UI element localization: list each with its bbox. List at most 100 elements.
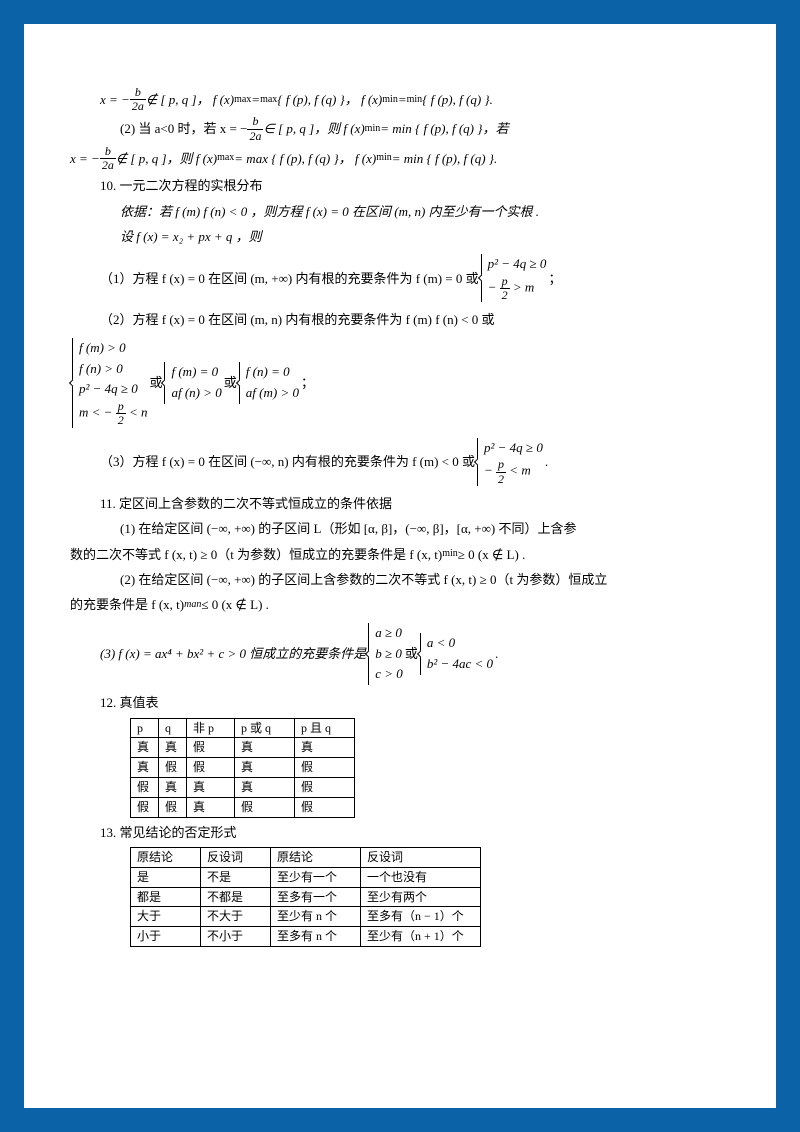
table-cell: 至多有 n 个 — [271, 927, 361, 947]
brace-line: f (m) > 0 — [79, 338, 147, 359]
table-cell: 真 — [159, 738, 187, 758]
brace-line: af (m) > 0 — [246, 383, 299, 404]
text: { f (p), f (q) }. — [422, 88, 493, 111]
table-cell: 非 p — [187, 718, 235, 738]
fraction: b 2a — [247, 115, 263, 142]
section-11-c3: (3) f (x) = ax⁴ + bx² + c > 0 恒成立的充要条件是 … — [70, 619, 730, 689]
numerator: b — [130, 86, 146, 100]
math-line-3: x = − b 2a ∉ [ p, q ]，则 f (x)max = max {… — [70, 145, 730, 172]
sub: max — [234, 91, 251, 109]
table-cell: 都是 — [131, 887, 201, 907]
brace-block: f (n) = 0 af (m) > 0 — [239, 362, 299, 404]
table-cell: p 或 q — [235, 718, 295, 738]
table-cell: 小于 — [131, 927, 201, 947]
numerator: p — [116, 400, 126, 414]
table-cell: 假 — [187, 758, 235, 778]
table-row: 是不是至少有一个一个也没有 — [131, 867, 481, 887]
numerator: p — [500, 275, 510, 289]
sub: min — [376, 149, 392, 167]
brace-line: f (n) > 0 — [79, 359, 147, 380]
sub: min — [365, 120, 381, 138]
text: { f (p), f (q) }， f (x) — [277, 88, 382, 111]
or-text: 或 — [405, 642, 418, 665]
text: 依据：若 f (m) f (n) < 0 ，则方程 f (x) = 0 在区间 … — [120, 204, 539, 219]
fraction: p 2 — [116, 400, 126, 427]
text: ∉ [ p, q ]， f (x) — [146, 88, 234, 111]
table-cell: 大于 — [131, 907, 201, 927]
table-row: 原结论 反设词 原结论 反设词 — [131, 847, 481, 867]
table-cell: 真 — [131, 738, 159, 758]
brace-line: p² − 4q ≥ 0 — [484, 438, 543, 459]
table-cell: 假 — [131, 777, 159, 797]
table-cell: 假 — [295, 797, 355, 817]
text: x = − — [70, 147, 100, 170]
table-cell: 假 — [131, 797, 159, 817]
section-13-title: 13. 常见结论的否定形式 — [70, 821, 730, 844]
brace-line: − p 2 < m — [484, 458, 543, 485]
text: （3）方程 f (x) = 0 在区间 (−∞, n) 内有根的充要条件为 f … — [100, 450, 475, 473]
section-11-p1: (1) 在给定区间 (−∞, +∞) 的子区间 L（形如 [α, β]，(−∞,… — [70, 517, 730, 540]
math-line-2: (2) 当 a<0 时，若 x = − b 2a ∈ [ p, q ]，则 f … — [70, 115, 730, 142]
table-row: 真假假真假 — [131, 758, 355, 778]
section-11-p1b: 数的二次不等式 f (x, t) ≥ 0（t 为参数）恒成立的充要条件是 f (… — [70, 543, 730, 566]
section-11-title: 11. 定区间上含参数的二次不等式恒成立的条件依据 — [70, 492, 730, 515]
sub: max — [260, 91, 277, 109]
brace-line: − p 2 > m — [488, 275, 547, 302]
table-cell: 真 — [159, 777, 187, 797]
document-page: x = − b 2a ∉ [ p, q ]， f (x)max = max { … — [24, 24, 776, 1108]
text: > m — [513, 280, 534, 295]
table-cell: 至多有一个 — [271, 887, 361, 907]
text: ≤ 0 (x ∉ L) . — [201, 593, 269, 616]
section-11-p2b: 的充要条件是 f (x, t)man ≤ 0 (x ∉ L) . — [70, 593, 730, 616]
table-cell: 真 — [187, 797, 235, 817]
text: ∈ [ p, q ]，则 f (x) — [263, 117, 364, 140]
table-cell: 不大于 — [201, 907, 271, 927]
table-cell: 真 — [235, 758, 295, 778]
table-cell: 假 — [235, 797, 295, 817]
text: ∉ [ p, q ]，则 f (x) — [116, 147, 217, 170]
brace-line: b² − 4ac < 0 — [427, 654, 493, 675]
table-cell: 真 — [235, 738, 295, 758]
text: ≥ 0 (x ∉ L) . — [458, 543, 526, 566]
table-cell: 反设词 — [201, 847, 271, 867]
text: 的充要条件是 f (x, t) — [70, 593, 184, 616]
text: . — [545, 450, 548, 473]
section-10-c1: （1）方程 f (x) = 0 在区间 (m, +∞) 内有根的充要条件为 f … — [70, 250, 730, 306]
numerator: b — [100, 145, 116, 159]
text: 设 f (x) = x₂ + px + q ，则 — [120, 229, 262, 244]
brace-line: p² − 4q ≥ 0 — [488, 254, 547, 275]
section-12-title: 12. 真值表 — [70, 691, 730, 714]
brace-block: a < 0 b² − 4ac < 0 — [420, 633, 493, 675]
table-cell: p — [131, 718, 159, 738]
denominator: 2 — [496, 473, 506, 486]
sub: min — [407, 91, 423, 109]
table-cell: 真 — [235, 777, 295, 797]
table-cell: 至少有 n 个 — [271, 907, 361, 927]
table-cell: 反设词 — [361, 847, 481, 867]
table-cell: 原结论 — [271, 847, 361, 867]
section-10-title: 10. 一元二次方程的实根分布 — [70, 174, 730, 197]
table-cell: 假 — [295, 758, 355, 778]
brace-block: p² − 4q ≥ 0 − p 2 > m — [481, 254, 547, 302]
table-cell: 至少有一个 — [271, 867, 361, 887]
section-10-p1: 依据：若 f (m) f (n) < 0 ，则方程 f (x) = 0 在区间 … — [70, 200, 730, 223]
table-cell: 不都是 — [201, 887, 271, 907]
brace-block: p² − 4q ≥ 0 − p 2 < m — [477, 438, 543, 486]
text: (2) 在给定区间 (−∞, +∞) 的子区间上含参数的二次不等式 f (x, … — [120, 572, 607, 587]
truth-table: p q 非 p p 或 q p 且 q 真真假真真 真假假真假 假真真真假 假假… — [130, 718, 355, 818]
table-row: 真真假真真 — [131, 738, 355, 758]
negation-table: 原结论 反设词 原结论 反设词 是不是至少有一个一个也没有 都是不都是至多有一个… — [130, 847, 481, 947]
text: ； — [301, 371, 314, 394]
denominator: 2a — [130, 100, 146, 113]
text: (2) 当 a<0 时，若 x = − — [120, 117, 247, 140]
table-cell: 真 — [131, 758, 159, 778]
table-cell: 一个也没有 — [361, 867, 481, 887]
text: (3) f (x) = ax⁴ + bx² + c > 0 恒成立的充要条件是 — [100, 642, 366, 665]
section-11-p2: (2) 在给定区间 (−∞, +∞) 的子区间上含参数的二次不等式 f (x, … — [70, 568, 730, 591]
table-cell: 真 — [295, 738, 355, 758]
table-cell: 不是 — [201, 867, 271, 887]
text: m < − — [79, 405, 112, 420]
table-cell: 至多有（n − 1）个 — [361, 907, 481, 927]
section-10-c2-braces: f (m) > 0 f (n) > 0 p² − 4q ≥ 0 m < − p … — [70, 334, 730, 432]
text: = min { f (p), f (q) }. — [392, 147, 497, 170]
